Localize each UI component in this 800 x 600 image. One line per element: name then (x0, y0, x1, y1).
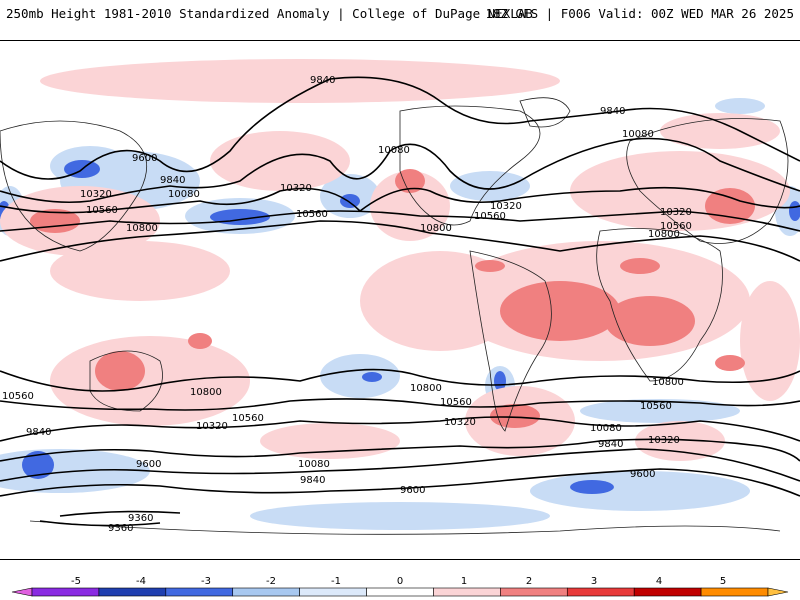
contour-label: 10320 (490, 201, 522, 212)
contour-label: 9360 (128, 513, 153, 524)
contour-label: 9840 (310, 75, 335, 86)
contour-label: 10560 (2, 391, 34, 402)
colorbar-swatch (299, 587, 367, 597)
contour-label: 10080 (590, 423, 622, 434)
colorbar-swatch (700, 587, 769, 597)
contour-label: 10080 (298, 459, 330, 470)
anomaly-colorbar: -5 -4 -3 -2 -1 0 1 2 3 4 5 (11, 576, 789, 597)
contour-label: 9600 (630, 469, 655, 480)
map-panel: 9840 9840 10080 9600 9840 10080 10320 10… (0, 40, 800, 560)
colorbar-tick-label: 1 (461, 576, 467, 587)
model-run-info: 18Z GFS | F006 Valid: 00Z WED MAR 26 202… (485, 6, 794, 21)
colorbar-swatch (366, 587, 434, 597)
contour-label: 10080 (622, 129, 654, 140)
contour-label: 9840 (598, 439, 623, 450)
contour-label: 9600 (132, 153, 157, 164)
contour-label: 10560 (232, 413, 264, 424)
colorbar-tick-label: -5 (71, 576, 81, 587)
colorbar-swatch (98, 587, 167, 597)
colorbar-tick-label: 2 (526, 576, 532, 587)
contour-label: 10560 (86, 205, 118, 216)
contour-label: 10800 (420, 223, 452, 234)
colorbar-low-extend (11, 587, 33, 597)
contour-label: 10800 (410, 383, 442, 394)
header: 250mb Height 1981-2010 Standardized Anom… (0, 0, 800, 32)
contour-label: 10560 (660, 221, 692, 232)
anomaly-map: 9840 9840 10080 9600 9840 10080 10320 10… (0, 59, 800, 535)
contour-label: 9600 (136, 459, 161, 470)
colorbar-swatch (566, 587, 635, 597)
colorbar-swatches (11, 587, 789, 597)
height-contours (0, 76, 800, 527)
contour-label: 10560 (474, 211, 506, 222)
colorbar-tick-label: -4 (136, 576, 146, 587)
contour-label: 10800 (126, 223, 158, 234)
colorbar-tick-label: 5 (720, 576, 726, 587)
colorbar-swatch (633, 587, 702, 597)
contour-label: 10320 (444, 417, 476, 428)
colorbar-swatch (433, 587, 501, 597)
colorbar-swatch (232, 587, 300, 597)
contour-label: 10800 (652, 377, 684, 388)
contour-label: 10560 (296, 209, 328, 220)
colorbar-tick-label: -1 (331, 576, 341, 587)
contour-label: 10320 (648, 435, 680, 446)
colorbar-tick-label: 0 (397, 576, 403, 587)
contour-label: 9840 (600, 106, 625, 117)
colorbar-tick-label: -2 (266, 576, 276, 587)
colorbar-tick-label: -3 (201, 576, 211, 587)
contour-label: 9840 (300, 475, 325, 486)
contour-label: 10320 (280, 183, 312, 194)
colorbar-high-extend (767, 587, 789, 597)
positive-anomaly-regions (0, 59, 800, 461)
colorbar-swatch (31, 587, 100, 597)
colorbar-tick-label: 3 (591, 576, 597, 587)
contour-label: 9600 (400, 485, 425, 496)
contour-label: 10800 (648, 229, 680, 240)
contour-label: 10320 (80, 189, 112, 200)
contour-label: 10800 (190, 387, 222, 398)
contour-label: 10560 (640, 401, 672, 412)
contour-label: 10080 (168, 189, 200, 200)
contour-label: 10320 (660, 207, 692, 218)
contour-label: 10080 (378, 145, 410, 156)
contour-label: 9360 (108, 523, 133, 534)
colorbar-tick-labels: -5 -4 -3 -2 -1 0 1 2 3 4 5 (71, 576, 726, 587)
colorbar-swatch (500, 587, 568, 597)
coastlines (0, 97, 789, 535)
contour-label: 9840 (160, 175, 185, 186)
colorbar-swatch (165, 587, 234, 597)
colorbar-tick-label: 4 (656, 576, 662, 587)
strong-positive-anomaly-regions (30, 169, 755, 428)
map-title: 250mb Height 1981-2010 Standardized Anom… (6, 6, 533, 21)
contour-label: 10560 (440, 397, 472, 408)
contour-label-group: 9840 9840 10080 9600 9840 10080 10320 10… (2, 75, 692, 534)
contour-label: 10320 (196, 421, 228, 432)
contour-label: 9840 (26, 427, 51, 438)
